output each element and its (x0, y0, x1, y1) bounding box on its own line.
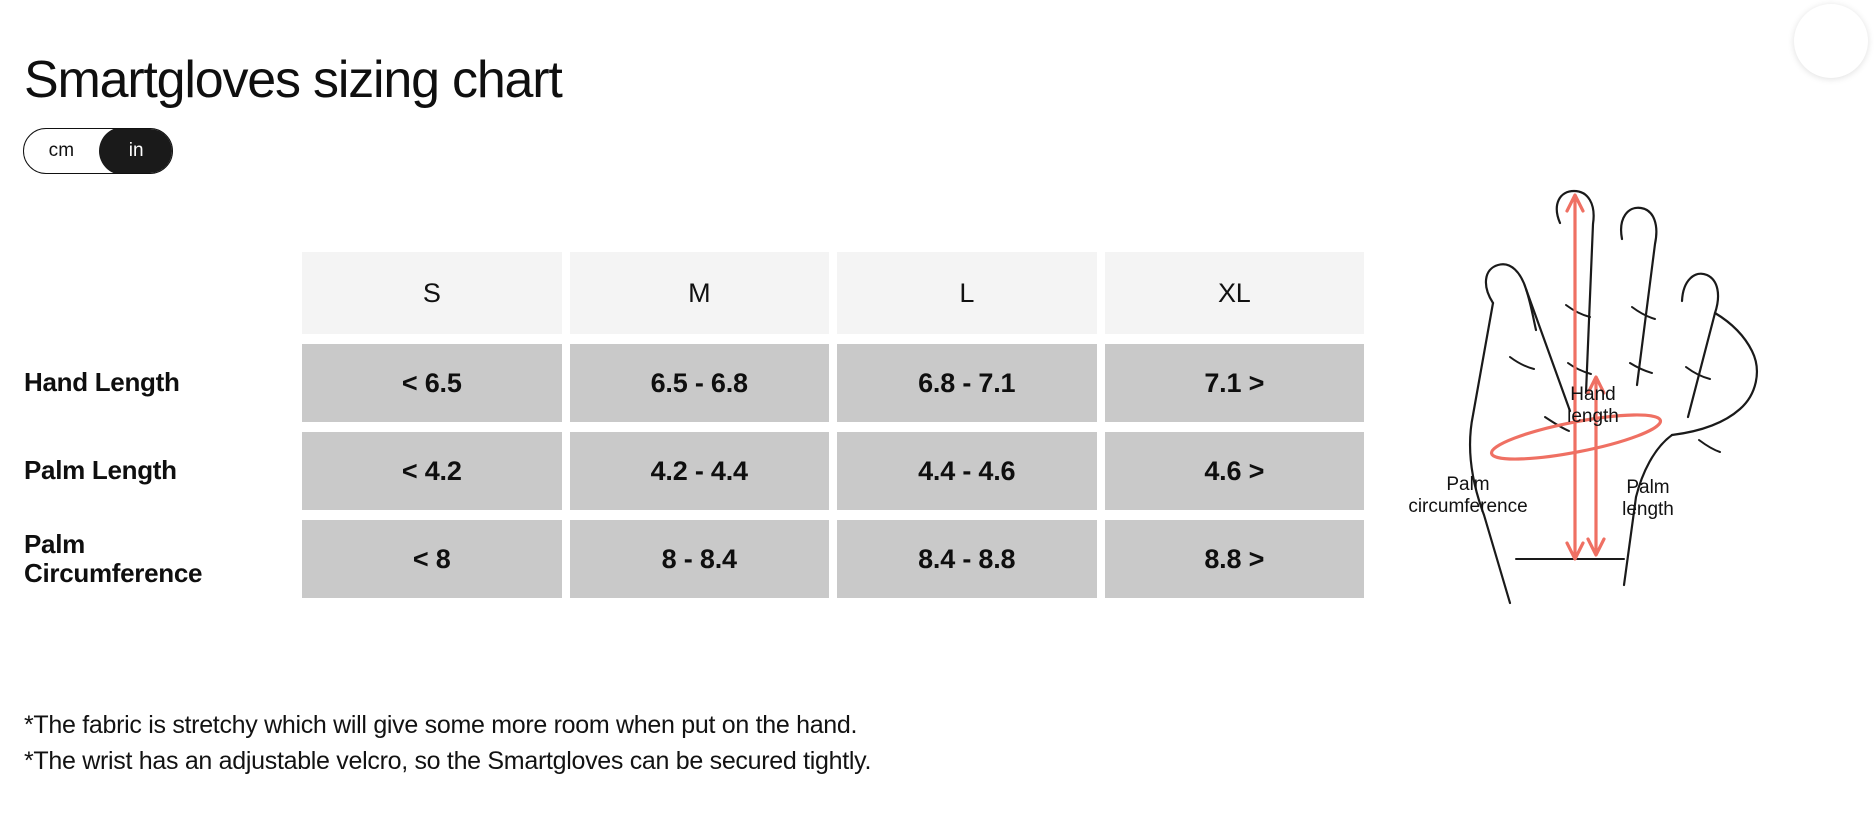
column-header-m: M (569, 252, 829, 334)
row-label-palm-circumference-line1: Palm (24, 528, 85, 559)
row-label-palm-length: Palm Length (24, 455, 177, 486)
footnote-fabric-stretchy: *The fabric is stretchy which will give … (24, 711, 858, 739)
row-label-palm-circumference: Palm Circumference (24, 520, 294, 598)
cell-hand-length-xl: 7.1 > (1104, 344, 1364, 422)
corner-circle-decoration (1794, 4, 1868, 78)
cell-palm-length-xl: 4.6 > (1104, 432, 1364, 510)
label-palm-circumference-line2: circumference (1408, 496, 1527, 517)
table-row: Palm Circumference < 8 8 - 8.4 8.4 - 8.8… (24, 520, 1364, 598)
label-hand-length-line2: length (1567, 406, 1619, 427)
diagram-labels: Hand length Palm circumference Palm leng… (1408, 384, 1674, 520)
label-palm-length-line1: Palm (1626, 477, 1669, 498)
cell-palm-length-m: 4.2 - 4.4 (569, 432, 829, 510)
cell-palm-circumference-s: < 8 (302, 520, 562, 598)
label-hand-length-line1: Hand (1570, 384, 1615, 405)
row-label-hand-length: Hand Length (24, 367, 180, 398)
footnote-wrist-velcro: *The wrist has an adjustable velcro, so … (24, 746, 872, 775)
unit-toggle[interactable]: cm in (23, 128, 173, 174)
column-header-s: S (302, 252, 562, 334)
hand-outline-icon (1468, 189, 1758, 605)
measurement-arrows-icon (1489, 193, 1663, 561)
cell-palm-circumference-xl: 8.8 > (1104, 520, 1364, 598)
column-header-l: L (837, 252, 1097, 334)
unit-toggle-option-cm[interactable]: cm (48, 140, 75, 161)
cell-hand-length-m: 6.5 - 6.8 (569, 344, 829, 422)
sizing-table: S M L XL Hand Length < 6.5 6.5 - 6.8 6.8… (24, 252, 1364, 598)
label-palm-length-line2: length (1622, 499, 1674, 520)
cell-hand-length-l: 6.8 - 7.1 (837, 344, 1097, 422)
row-label-palm-circumference-line2: Circumference (24, 558, 203, 588)
cell-palm-length-s: < 4.2 (302, 432, 562, 510)
unit-toggle-option-in[interactable]: in (98, 129, 172, 173)
table-row: Hand Length < 6.5 6.5 - 6.8 6.8 - 7.1 7.… (24, 344, 1364, 422)
footnotes: *The fabric is stretchy which will give … (24, 708, 871, 779)
table-row: Palm Length < 4.2 4.2 - 4.4 4.4 - 4.6 4.… (24, 432, 1364, 510)
cell-hand-length-s: < 6.5 (302, 344, 562, 422)
label-palm-circumference-line1: Palm (1446, 474, 1489, 495)
cell-palm-circumference-l: 8.4 - 8.8 (837, 520, 1097, 598)
table-header-row: S M L XL (24, 252, 1364, 334)
column-header-xl: XL (1104, 252, 1364, 334)
cell-palm-length-l: 4.4 - 4.6 (837, 432, 1097, 510)
cell-palm-circumference-m: 8 - 8.4 (569, 520, 829, 598)
hand-measurement-diagram: Hand length Palm circumference Palm leng… (1400, 185, 1820, 695)
page-title: Smartgloves sizing chart (24, 50, 563, 109)
